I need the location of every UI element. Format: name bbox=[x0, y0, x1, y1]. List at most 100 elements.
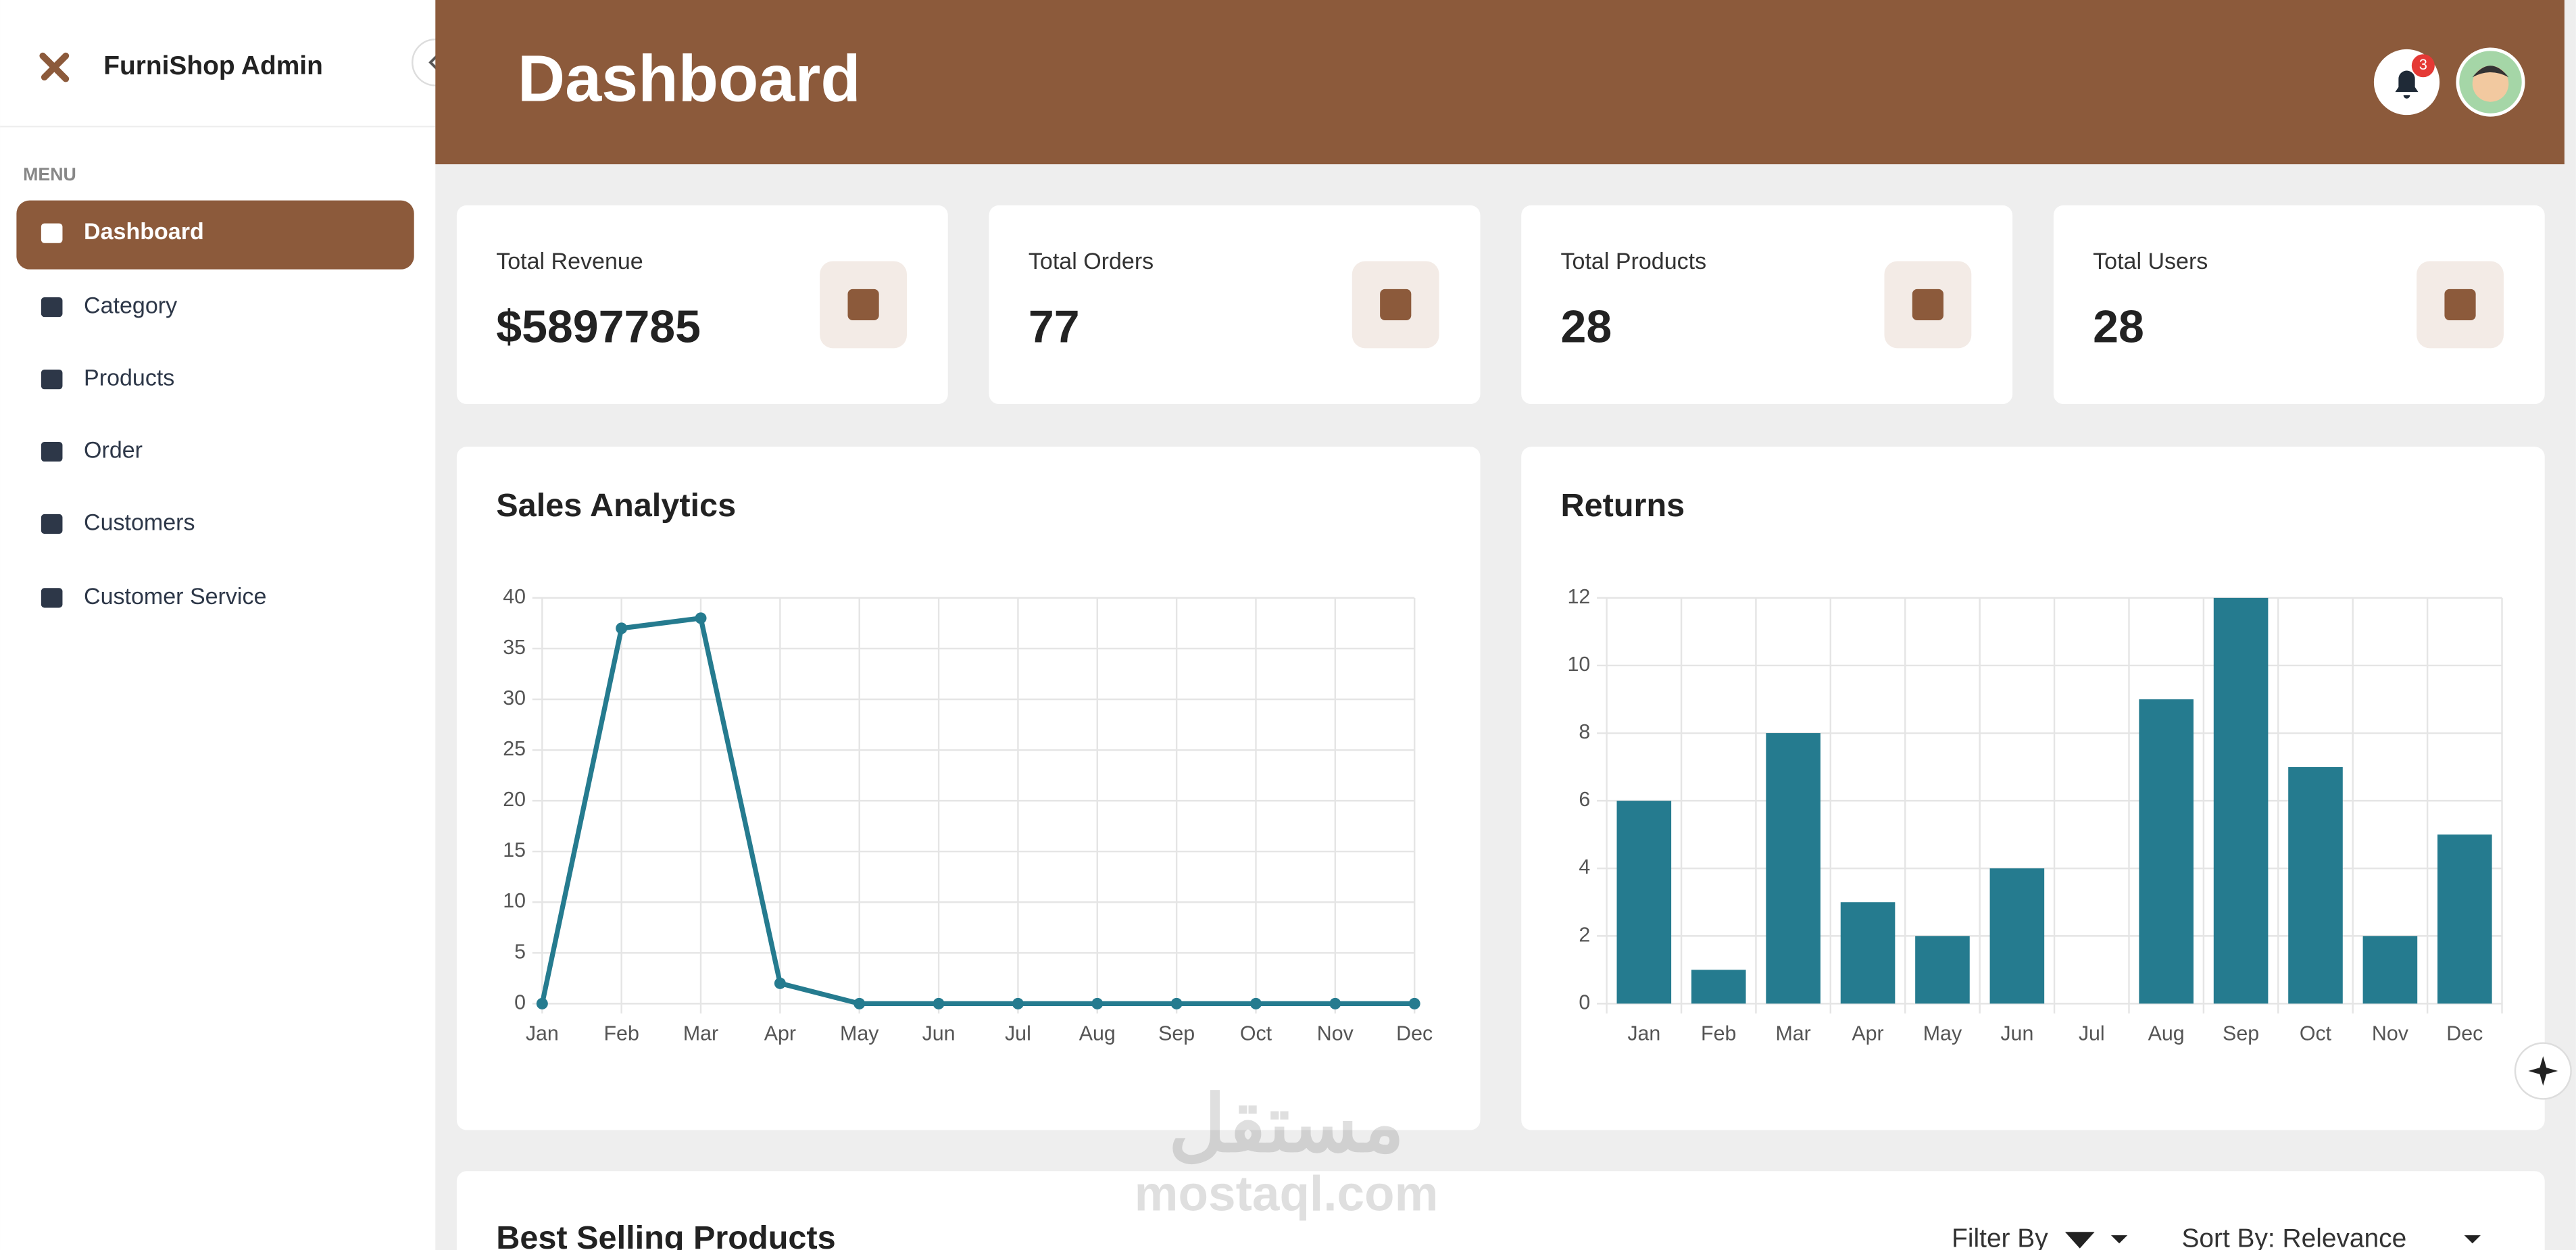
menu-item[interactable]: Order bbox=[84, 438, 143, 464]
brand-name: FurniShop Admin bbox=[103, 51, 323, 80]
line-point bbox=[774, 977, 786, 989]
x-tick-label: May bbox=[840, 1022, 879, 1045]
line-point bbox=[853, 997, 866, 1009]
menu-icon bbox=[41, 223, 63, 243]
chart-title: Returns bbox=[1561, 487, 1685, 524]
menu-icon bbox=[41, 297, 63, 318]
sort-button[interactable]: Sort By: Relevance bbox=[2181, 1224, 2406, 1250]
active-menu-item[interactable] bbox=[16, 200, 414, 270]
bar bbox=[1915, 936, 1970, 1004]
avatar-hair bbox=[2472, 66, 2509, 78]
bar bbox=[1840, 902, 1896, 1004]
x-tick-label: Jun bbox=[922, 1022, 956, 1045]
watermark-site: mostaql.com bbox=[1135, 1166, 1439, 1221]
x-tick-label: Jan bbox=[1627, 1022, 1660, 1045]
x-tick-label: Jan bbox=[526, 1022, 559, 1045]
line-point bbox=[695, 612, 707, 624]
bar bbox=[2288, 767, 2343, 1004]
page-title: Dashboard bbox=[518, 42, 861, 116]
x-tick-label: Sep bbox=[2223, 1022, 2259, 1045]
stat-card bbox=[456, 205, 948, 405]
y-tick-label: 20 bbox=[503, 788, 526, 811]
menu: Dashboard Category Products Order Customers C… bbox=[41, 219, 266, 609]
brand-logo bbox=[39, 52, 70, 82]
x-tick-label: Sep bbox=[1158, 1022, 1195, 1045]
bar bbox=[2139, 699, 2194, 1004]
y-tick-label: 8 bbox=[1579, 720, 1590, 743]
y-tick-label: 35 bbox=[503, 636, 526, 659]
y-tick-label: 25 bbox=[503, 737, 526, 760]
bar bbox=[1766, 733, 1820, 1004]
menu-item[interactable]: Category bbox=[84, 293, 177, 319]
stat-icon bbox=[1912, 289, 1943, 321]
stat-label: Total Products bbox=[1561, 249, 1707, 274]
bell-icon bbox=[2395, 70, 2419, 99]
y-tick-label: 4 bbox=[1579, 855, 1590, 878]
badge bbox=[2411, 54, 2435, 78]
line-point bbox=[933, 997, 945, 1009]
products-title: Best Selling Products bbox=[496, 1220, 835, 1250]
bar bbox=[2362, 936, 2418, 1004]
watermark-arabic: مستقل bbox=[1168, 1079, 1404, 1168]
filter-icon bbox=[2064, 1232, 2128, 1249]
stat-card bbox=[1521, 205, 2013, 405]
x-tick-label: Dec bbox=[1396, 1022, 1433, 1045]
menu-item[interactable]: Customer Service bbox=[84, 584, 266, 609]
menu-item[interactable]: Dashboard bbox=[84, 219, 204, 245]
stat-label: Total Orders bbox=[1029, 249, 1154, 274]
chart-title: Sales Analytics bbox=[496, 487, 736, 524]
sidebar bbox=[0, 0, 436, 1250]
line-point bbox=[1408, 997, 1420, 1009]
line-point bbox=[1091, 997, 1104, 1009]
stat-value: 77 bbox=[1029, 301, 1080, 353]
y-tick-label: 0 bbox=[1579, 991, 1590, 1014]
y-tick-label: 15 bbox=[503, 839, 526, 861]
line-point bbox=[1012, 997, 1024, 1009]
header bbox=[435, 0, 2565, 165]
stat-icon bbox=[2444, 289, 2476, 321]
stat-cards: Total Revenue $5897785 Total Orders 77 Total… bbox=[456, 205, 2545, 405]
y-tick-label: 0 bbox=[514, 991, 526, 1014]
x-tick-label: Feb bbox=[604, 1022, 639, 1045]
stat-label: Total Revenue bbox=[496, 249, 643, 274]
menu-item[interactable]: Customers bbox=[84, 509, 195, 535]
x-tick-label: Oct bbox=[1240, 1022, 1272, 1045]
stat-icon bbox=[1380, 289, 1412, 321]
bar bbox=[2213, 597, 2269, 1004]
menu-icon bbox=[41, 369, 63, 390]
y-tick-label: 2 bbox=[1579, 923, 1590, 946]
y-tick-label: 10 bbox=[1568, 653, 1591, 676]
stat-card bbox=[2053, 205, 2545, 405]
menu-icon bbox=[41, 514, 63, 534]
x-tick-label: Aug bbox=[1079, 1022, 1116, 1045]
y-tick-label: 5 bbox=[514, 940, 526, 963]
sparkle-icon bbox=[2528, 1056, 2558, 1086]
menu-item[interactable]: Products bbox=[84, 366, 174, 391]
line-series bbox=[539, 616, 1415, 1006]
menu-label: MENU bbox=[23, 164, 76, 184]
y-tick-label: 30 bbox=[503, 686, 526, 709]
x-tick-label: Aug bbox=[2148, 1022, 2185, 1045]
x-tick-label: Dec bbox=[2446, 1022, 2483, 1045]
line-point bbox=[1249, 997, 1262, 1009]
stat-value: 28 bbox=[2093, 301, 2144, 353]
filter-button[interactable]: Filter By bbox=[1952, 1224, 2048, 1250]
stat-icon bbox=[847, 289, 879, 321]
products-panel bbox=[456, 1171, 2545, 1250]
y-tick-label: 12 bbox=[1568, 585, 1591, 608]
line-point bbox=[1170, 997, 1183, 1009]
x-tick-label: Apr bbox=[764, 1022, 796, 1045]
y-tick-label: 6 bbox=[1579, 788, 1590, 811]
x-tick-label: May bbox=[1923, 1022, 1962, 1045]
menu-icon bbox=[41, 588, 63, 608]
x-tick-label: Mar bbox=[1775, 1022, 1810, 1045]
stat-value: $5897785 bbox=[496, 301, 701, 353]
x-tick-label: Jul bbox=[2079, 1022, 2105, 1045]
stat-card bbox=[989, 205, 1481, 405]
menu-icon bbox=[41, 441, 63, 462]
y-tick-label: 40 bbox=[503, 585, 526, 608]
x-tick-label: Jul bbox=[1005, 1022, 1031, 1045]
